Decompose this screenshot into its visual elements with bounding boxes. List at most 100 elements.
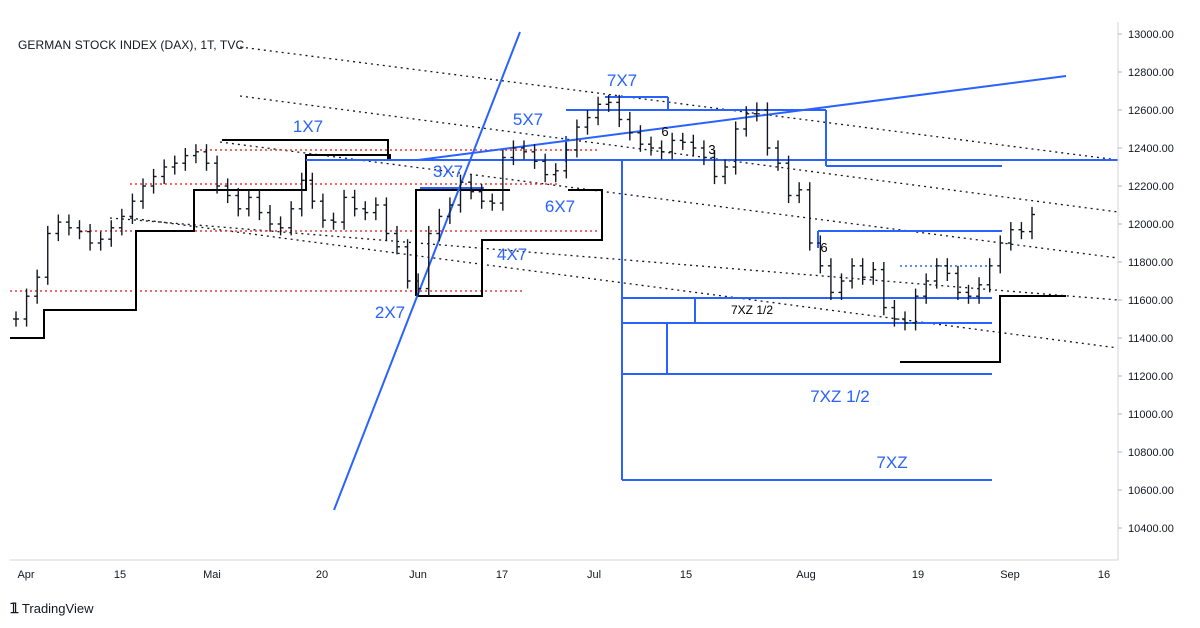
- tradingview-logo-icon: 𝟙: [10, 600, 19, 616]
- time-tick-label: Jun: [409, 569, 427, 581]
- price-tick-label: 11400.00: [1128, 333, 1173, 345]
- ohlc-bar: [478, 184, 485, 209]
- ohlc-bar: [775, 140, 781, 171]
- ohlc-bar: [722, 159, 729, 185]
- time-tick-label: Aug: [796, 569, 816, 581]
- ohlc-bar: [690, 134, 697, 156]
- ohlc-bar: [457, 174, 464, 213]
- ohlc-bar: [531, 144, 538, 169]
- dotted-trend-line: [219, 141, 1119, 259]
- price-tick-label: 10800.00: [1128, 447, 1174, 459]
- annotation-black: 6: [661, 124, 668, 139]
- ohlc-bar: [986, 258, 993, 293]
- ohlc-bar: [446, 197, 453, 224]
- ohlc-bar: [44, 225, 51, 285]
- step-line: [415, 189, 510, 296]
- ohlc-bar: [711, 149, 718, 185]
- ohlc-bar: [468, 174, 475, 200]
- ohlc-bar: [679, 132, 686, 150]
- time-tick-label: Mai: [203, 569, 221, 581]
- ohlc-bar: [97, 231, 104, 251]
- ohlc-bar: [700, 140, 707, 166]
- ohlc-bar: [277, 216, 284, 236]
- ohlc-bar: [203, 144, 210, 171]
- ohlc-bar: [542, 153, 549, 183]
- ohlc-bar: [954, 265, 961, 300]
- ohlc-bar: [933, 258, 940, 289]
- ohlc-bar: [626, 111, 633, 141]
- ohlc-bar: [245, 189, 252, 217]
- ohlc-bar: [753, 102, 760, 122]
- price-tick-label: 11000.00: [1128, 409, 1173, 421]
- ohlc-bar: [330, 212, 337, 230]
- ohlc-bar: [55, 214, 62, 242]
- ohlc-bar: [372, 197, 379, 221]
- ohlc-bar: [976, 277, 983, 304]
- price-tick-label: 10600.00: [1128, 485, 1174, 497]
- ohlc-bar: [796, 182, 803, 204]
- chart-title: GERMAN STOCK INDEX (DAX), 1T, TVC: [18, 38, 245, 52]
- ohlc-bar: [298, 172, 305, 217]
- ohlc-bar: [341, 189, 348, 230]
- ohlc-bar: [267, 205, 273, 232]
- ohlc-bar: [118, 208, 125, 236]
- ohlc-bar: [510, 140, 517, 166]
- price-tick-label: 12600.00: [1128, 105, 1174, 117]
- step-line: [222, 139, 389, 160]
- blue-drawing-line: [417, 75, 1067, 161]
- ohlc-bar: [806, 182, 813, 251]
- ohlc-bar: [637, 125, 644, 152]
- ohlc-bar: [182, 148, 189, 171]
- ohlc-bar: [362, 201, 369, 221]
- ohlc-bar: [912, 288, 919, 331]
- annotation-blue: 2X7: [375, 303, 405, 322]
- time-tick-label: 17: [496, 569, 508, 581]
- ohlc-bar: [425, 225, 432, 297]
- annotation-black: 6: [820, 240, 827, 255]
- ohlc-bar: [319, 193, 326, 228]
- step-line: [900, 295, 1066, 363]
- price-tick-label: 11600.00: [1128, 295, 1173, 307]
- ohlc-bar: [849, 258, 856, 289]
- price-tick-label: 12000.00: [1128, 219, 1174, 231]
- price-tick-label: 12200.00: [1128, 181, 1174, 193]
- ohlc-bar: [827, 258, 834, 300]
- annotation-blue: 7XZ: [876, 453, 907, 472]
- ohlc-bar: [309, 172, 316, 209]
- ohlc-bar: [351, 189, 358, 217]
- dotted-trend-line: [129, 217, 1119, 349]
- ohlc-bar: [902, 311, 908, 331]
- time-tick-label: 16: [1098, 569, 1110, 581]
- ohlc-bar: [923, 273, 930, 304]
- ohlc-bar: [224, 178, 231, 204]
- ohlc-bar: [394, 225, 400, 255]
- ohlc-bar: [415, 273, 422, 297]
- annotation-blue: 7XZ 1/2: [810, 387, 870, 406]
- ohlc-bar: [1007, 222, 1014, 251]
- ohlc-bar: [997, 235, 1004, 274]
- tradingview-brand[interactable]: 𝟙 TradingView: [10, 600, 93, 617]
- ohlc-bar: [235, 187, 242, 217]
- time-tick-label: Apr: [17, 569, 34, 581]
- price-tick-label: 12800.00: [1128, 67, 1174, 79]
- ohlc-bar: [171, 155, 178, 175]
- ohlc-bar: [192, 144, 199, 164]
- annotation-blue: 4X7: [497, 245, 527, 264]
- ohlc-bar: [563, 142, 570, 179]
- ohlc-bar: [764, 102, 771, 156]
- ohlc-bar: [161, 159, 168, 185]
- step-line: [416, 189, 603, 297]
- ohlc-bar: [859, 258, 866, 285]
- ohlc-bar: [891, 300, 898, 327]
- annotation-blue: 5X7: [513, 110, 543, 129]
- ohlc-bar: [870, 262, 877, 285]
- ohlc-bar: [1018, 222, 1025, 240]
- ohlc-bar: [214, 155, 221, 194]
- ohlc-bar: [76, 220, 83, 240]
- price-tick-label: 11800.00: [1128, 257, 1173, 269]
- time-tick-label: 19: [912, 569, 924, 581]
- ohlc-bar: [817, 235, 824, 274]
- ohlc-bar: [552, 163, 559, 183]
- ohlc-bar: [880, 262, 887, 316]
- ohlc-bar: [1029, 206, 1035, 240]
